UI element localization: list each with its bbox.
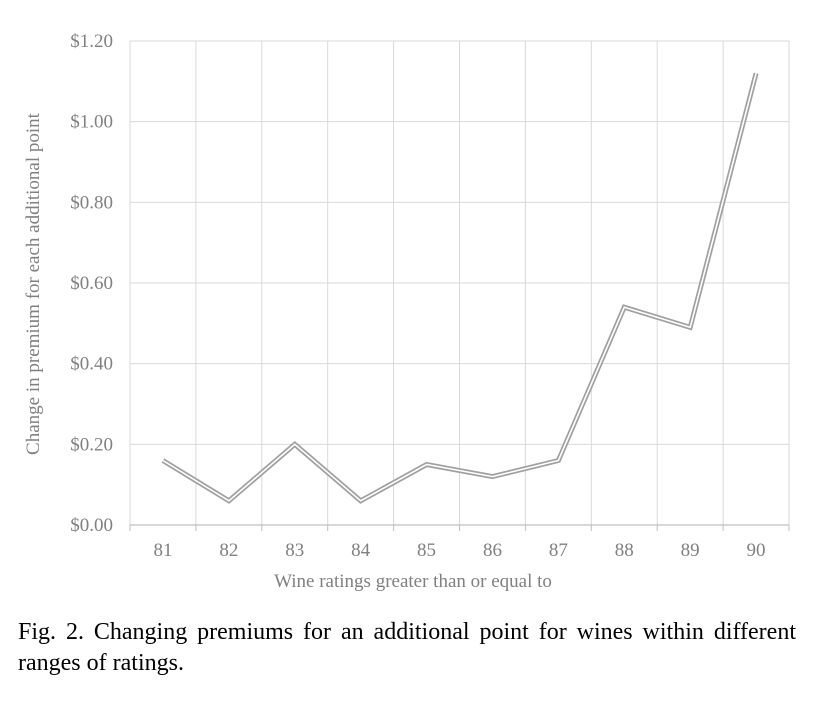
y-tick-label: $0.40 <box>70 354 113 375</box>
x-tick-labels: 81 82 83 84 85 86 87 88 89 90 <box>153 540 765 561</box>
y-tick-label: $0.20 <box>70 434 113 455</box>
x-tick-label: 90 <box>747 540 766 561</box>
y-tick-label: $0.00 <box>70 515 113 536</box>
x-tick-label: 88 <box>615 540 634 561</box>
x-tick-label: 89 <box>681 540 700 561</box>
x-axis-title: Wine ratings greater than or equal to <box>274 571 552 592</box>
x-tick-label: 82 <box>219 540 238 561</box>
series-line-inner <box>162 73 757 502</box>
figure-caption: Fig. 2. Changing premiums for an additio… <box>18 619 796 676</box>
x-tick-label: 81 <box>153 540 172 561</box>
line-chart: $0.00 $0.20 $0.40 $0.60 $0.80 $1.00 $1.20 81 82… <box>23 31 790 592</box>
gridlines <box>129 40 790 525</box>
x-tick-label: 85 <box>417 540 436 561</box>
y-tick-label: $0.80 <box>70 192 113 213</box>
x-tick-label: 84 <box>351 540 371 561</box>
y-tick-label: $0.60 <box>70 273 113 294</box>
y-axis-title: Change in premium for each additional po… <box>23 112 44 455</box>
y-tick-label: $1.20 <box>70 31 113 52</box>
y-tick-labels: $0.00 $0.20 $0.40 $0.60 $0.80 $1.00 $1.20 <box>70 31 113 536</box>
y-tick-label: $1.00 <box>70 112 113 133</box>
axes <box>129 524 790 531</box>
x-tick-label: 86 <box>483 540 502 561</box>
x-tick-label: 87 <box>549 540 568 561</box>
series-layer <box>161 72 759 504</box>
x-tick-label: 83 <box>285 540 304 561</box>
